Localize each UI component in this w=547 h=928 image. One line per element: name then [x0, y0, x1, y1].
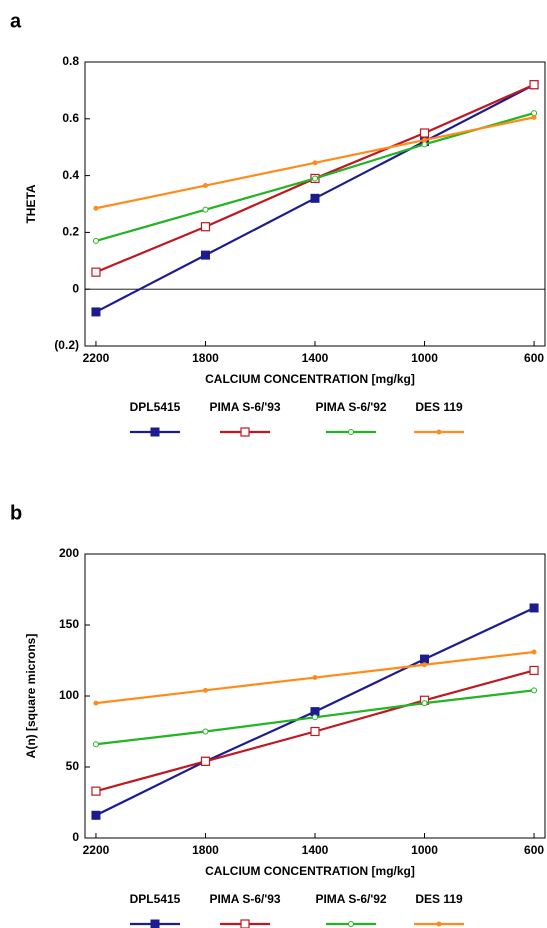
- legend-marker: [436, 429, 442, 435]
- legend-marker: [348, 429, 354, 435]
- legend-label: PIMA S-6/'92: [315, 892, 386, 906]
- legend-marker: [240, 919, 250, 928]
- x-axis-title: CALCIUM CONCENTRATION [mg/kg]: [205, 372, 415, 386]
- data-point: [422, 662, 428, 668]
- legend-label: DPL5415: [130, 400, 181, 414]
- data-point: [91, 786, 101, 796]
- data-point: [422, 137, 428, 143]
- y-tick-label: 0.8: [62, 54, 79, 68]
- data-point: [91, 307, 101, 317]
- y-tick-label: 50: [66, 759, 80, 773]
- x-tick-label: 1000: [411, 843, 438, 857]
- data-point: [202, 183, 208, 189]
- data-point: [200, 222, 211, 232]
- data-point: [310, 193, 320, 203]
- data-point: [91, 267, 101, 277]
- data-point: [531, 687, 538, 694]
- data-point: [92, 741, 99, 748]
- panel-label: b: [10, 502, 22, 524]
- legend-label: PIMA S-6/'92: [315, 400, 386, 414]
- data-point: [92, 237, 99, 244]
- data-point: [421, 141, 428, 148]
- x-tick-label: 2200: [83, 843, 110, 857]
- y-tick-label: 100: [59, 688, 79, 702]
- legend-label: DES 119: [415, 400, 463, 414]
- data-point: [310, 726, 320, 737]
- y-axis-title: A(n) [square microns]: [24, 634, 38, 759]
- data-point: [202, 728, 209, 735]
- data-point: [531, 110, 538, 117]
- legend-label: PIMA S-6/'93: [209, 892, 280, 906]
- y-tick-label: 0.4: [62, 168, 79, 182]
- y-tick-label: 0.2: [62, 225, 79, 239]
- x-tick-label: 1400: [302, 843, 329, 857]
- data-point: [312, 175, 318, 182]
- y-tick-label: 0: [72, 830, 79, 844]
- y-axis-title: THETA: [24, 184, 38, 223]
- data-point: [312, 160, 318, 166]
- data-point: [200, 756, 211, 766]
- legend-marker: [240, 427, 250, 437]
- x-tick-label: 1800: [192, 351, 219, 365]
- legend-label: PIMA S-6/'93: [209, 400, 280, 414]
- data-point: [529, 80, 539, 90]
- legend-marker: [436, 921, 442, 927]
- y-tick-label: (0.2): [54, 338, 79, 352]
- y-tick-label: 0: [72, 281, 79, 295]
- x-tick-label: 600: [524, 843, 544, 857]
- x-tick-label: 1800: [192, 843, 219, 857]
- y-tick-label: 150: [59, 617, 79, 631]
- data-point: [312, 675, 318, 681]
- data-point: [200, 250, 210, 260]
- legend-marker: [150, 427, 160, 437]
- panel-label: a: [10, 10, 22, 32]
- x-tick-label: 2200: [83, 351, 110, 365]
- data-point: [529, 665, 539, 676]
- data-point: [310, 707, 320, 717]
- data-point: [312, 714, 318, 721]
- data-point: [419, 128, 430, 138]
- x-tick-label: 1400: [302, 351, 329, 365]
- data-point: [531, 114, 537, 120]
- x-tick-label: 600: [524, 351, 544, 365]
- data-point: [531, 649, 537, 655]
- legend-label: DES 119: [415, 892, 463, 906]
- x-tick-label: 1000: [411, 351, 438, 365]
- x-axis-title: CALCIUM CONCENTRATION [mg/kg]: [205, 864, 415, 878]
- data-point: [91, 810, 101, 820]
- data-point: [529, 603, 539, 613]
- legend-marker: [348, 921, 354, 927]
- y-tick-label: 200: [59, 546, 79, 560]
- data-point: [202, 687, 208, 693]
- legend-label: DPL5415: [130, 892, 181, 906]
- data-point: [93, 205, 99, 211]
- legend-marker: [150, 919, 160, 928]
- plot-frame: [84, 61, 546, 347]
- data-point: [93, 700, 99, 706]
- data-point: [202, 206, 209, 213]
- data-point: [420, 654, 430, 664]
- y-tick-label: 0.6: [62, 111, 79, 125]
- data-point: [421, 700, 428, 707]
